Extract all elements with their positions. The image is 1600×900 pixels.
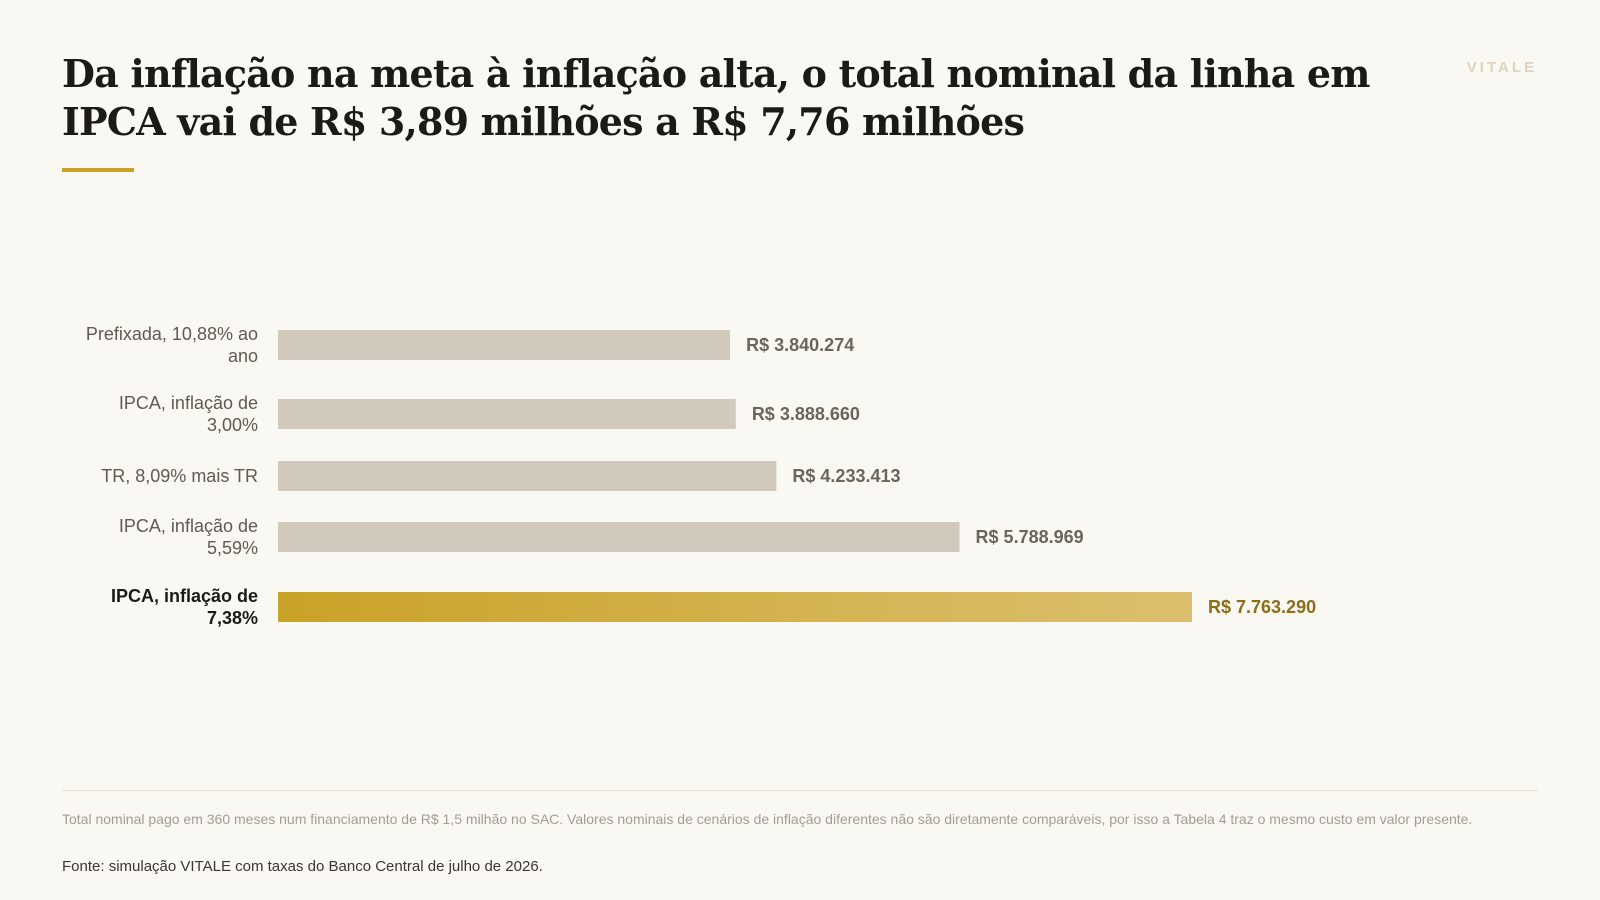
footer-divider xyxy=(62,790,1538,791)
value-label-3: R$ 4.233.413 xyxy=(792,466,900,486)
source-note: Fonte: simulação VITALE com taxas do Ban… xyxy=(62,858,543,875)
bar-1 xyxy=(278,330,731,360)
value-label-1: R$ 3.840.274 xyxy=(746,335,854,355)
value-label-2: R$ 3.888.660 xyxy=(752,404,860,424)
chart-title: Da inflação na meta à inflação alta, o t… xyxy=(62,51,1370,144)
bars-group: Prefixada, 10,88% ao ano R$ 3.840.274 IPCA,… xyxy=(86,324,1316,628)
category-label-3: TR, 8,09% mais TR xyxy=(101,466,258,486)
bar-5 xyxy=(278,592,1192,622)
bar-3 xyxy=(278,461,777,491)
category-label-1: Prefixada, 10,88% ao ano xyxy=(86,324,258,366)
category-label-5: IPCA, inflação de 7,38% xyxy=(111,586,258,628)
footnote: Total nominal pago em 360 meses num fina… xyxy=(62,811,1473,827)
value-label-5: R$ 7.763.290 xyxy=(1208,597,1316,617)
bar-2 xyxy=(278,399,736,429)
bar-chart: Prefixada, 10,88% ao ano R$ 3.840.274 IPCA,… xyxy=(86,324,1316,628)
bar-4 xyxy=(278,522,960,552)
category-label-2: IPCA, inflação de 3,00% xyxy=(119,393,258,435)
category-label-4: IPCA, inflação de 5,59% xyxy=(119,516,258,558)
brand-logo: VITALE xyxy=(1466,59,1537,76)
title-accent-rule xyxy=(62,168,134,172)
value-label-4: R$ 5.788.969 xyxy=(976,527,1084,547)
